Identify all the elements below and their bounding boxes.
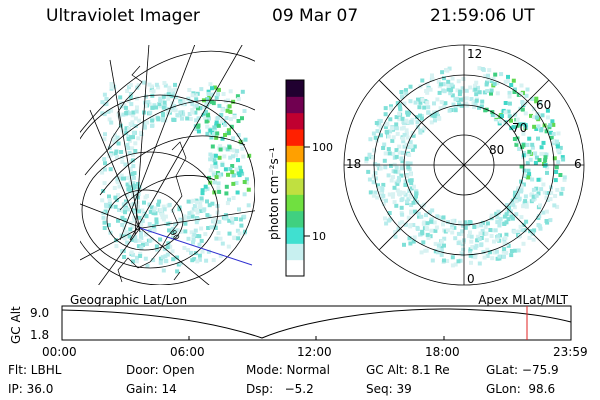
- colorbar-swatch: [286, 227, 304, 244]
- gc-alt-readout: GC Alt: 8.1 Re: [366, 363, 450, 377]
- colorbar: [285, 79, 305, 277]
- timeline-ymin: 1.8: [30, 328, 49, 342]
- geographic-map-panel: 90: [80, 45, 255, 285]
- mlat-label-60: 60: [536, 98, 551, 112]
- longitude-tick-label: 90: [168, 229, 181, 242]
- dsp-readout: Dsp: −5.2: [246, 382, 314, 396]
- app-title: Ultraviolet Imager: [46, 6, 200, 26]
- gain-readout: Gain: 14: [126, 382, 177, 396]
- time-tick-2359: 23:59: [553, 345, 588, 359]
- timeline-left-title: Geographic Lat/Lon: [70, 293, 187, 307]
- colorbar-swatch: [286, 112, 304, 130]
- altitude-curve: [61, 308, 572, 339]
- mlt-label-18: 18: [346, 157, 361, 171]
- colorbar-swatch: [286, 243, 304, 261]
- colorbar-tick-100: 100: [312, 141, 333, 154]
- timeline-ymax: 9.0: [30, 306, 49, 320]
- image-time: 21:59:06 UT: [430, 6, 535, 26]
- seq-readout: Seq: 39: [366, 382, 412, 396]
- mode-readout: Mode: Normal: [246, 363, 330, 377]
- geographic-grid-lines: [80, 45, 255, 285]
- glon-readout: GLon: 98.6: [486, 382, 556, 396]
- time-tick-0000: 00:00: [42, 345, 77, 359]
- mlat-label-80: 80: [489, 143, 504, 157]
- terminator-line: [139, 227, 253, 266]
- mlt-label-12: 12: [467, 47, 482, 61]
- colorbar-swatch: [286, 210, 304, 228]
- mlat-label-70: 70: [512, 121, 527, 135]
- mlt-label-6: 6: [574, 157, 582, 171]
- colorbar-swatch: [286, 129, 304, 146]
- ip-readout: IP: 36.0: [8, 382, 54, 396]
- colorbar-swatch: [286, 161, 304, 179]
- colorbar-unit-label: photon cm⁻²s⁻¹: [267, 147, 281, 240]
- colorbar-swatch: [286, 194, 304, 212]
- time-tick-0600: 06:00: [170, 345, 205, 359]
- coastline: [107, 65, 187, 283]
- colorbar-swatch: [286, 178, 304, 195]
- door-readout: Door: Open: [126, 363, 195, 377]
- colorbar-swatch: [286, 145, 304, 163]
- colorbar-swatch: [286, 80, 304, 97]
- polar-mlt-plot: 12 18 6 0 60 70 80: [343, 44, 585, 286]
- timeline-right-title: Apex MLat/MLT: [478, 293, 568, 307]
- image-date: 09 Mar 07: [272, 6, 359, 26]
- colorbar-swatch: [286, 259, 304, 277]
- time-tick-1200: 12:00: [297, 345, 332, 359]
- glat-readout: GLat: −75.9: [486, 363, 559, 377]
- colorbar-frame: [285, 79, 305, 277]
- colorbar-swatch: [286, 96, 304, 114]
- timeline-axis-label: GC Alt: [9, 306, 23, 344]
- mlt-label-0: 0: [467, 272, 475, 286]
- colorbar-tick-10: 10: [312, 230, 326, 243]
- time-tick-1800: 18:00: [425, 345, 460, 359]
- filter-readout: Flt: LBHL: [8, 363, 62, 377]
- orbit-timeline: Geographic Lat/Lon Apex MLat/MLT GC Alt …: [9, 293, 572, 344]
